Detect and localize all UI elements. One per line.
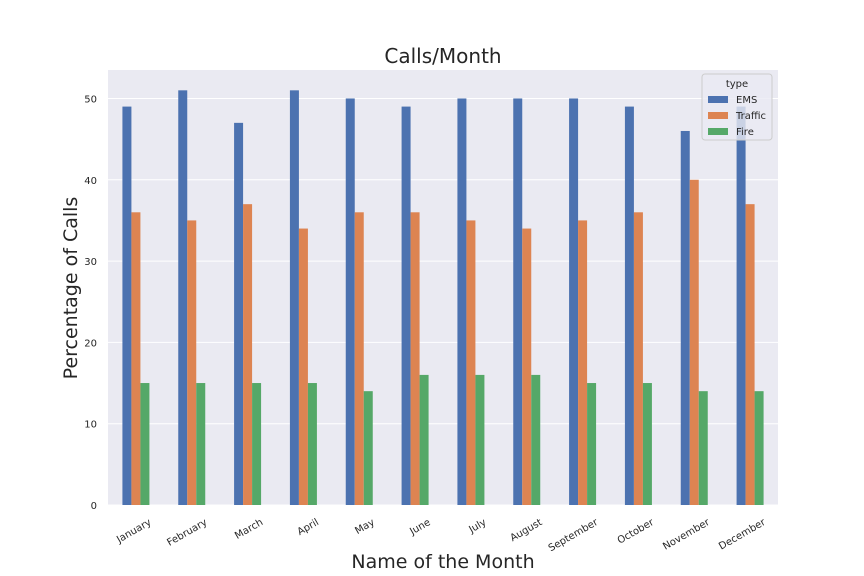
x-axis-label: Name of the Month (351, 551, 534, 573)
chart-title: Calls/Month (384, 44, 501, 68)
y-tick-label: 0 (91, 501, 97, 512)
bar-fire-august (531, 374, 541, 505)
bar-fire-february (196, 383, 206, 505)
y-tick-label: 20 (84, 338, 97, 349)
x-tick-label: September (547, 517, 601, 555)
bar-traffic-may (354, 212, 364, 505)
bar-fire-april (307, 383, 317, 505)
x-tick-label: March (233, 517, 265, 542)
y-tick-label: 30 (84, 257, 97, 268)
x-tick-label: February (165, 517, 209, 549)
bar-fire-july (475, 374, 485, 505)
legend-swatch-ems (708, 96, 728, 103)
y-axis-label: Percentage of Calls (60, 197, 82, 380)
y-tick-label: 40 (84, 176, 97, 187)
y-axis-ticks: 0 10 20 30 40 50 (84, 94, 97, 512)
bar-ems-april (289, 90, 299, 506)
bar-ems-september (569, 98, 579, 505)
bar-ems-may (345, 98, 355, 505)
bar-ems-june (401, 106, 411, 506)
legend-label-traffic: Traffic (735, 111, 766, 122)
bar-ems-october (624, 106, 634, 506)
bar-traffic-december (745, 204, 755, 505)
bar-traffic-february (187, 220, 197, 505)
y-tick-label: 10 (84, 420, 97, 431)
bar-traffic-november (689, 179, 699, 505)
bar-traffic-january (131, 212, 141, 505)
bar-fire-december (754, 391, 764, 505)
legend-swatch-fire (708, 128, 728, 135)
bar-ems-december (736, 106, 746, 506)
legend-label-fire: Fire (736, 127, 754, 138)
x-tick-label: August (508, 517, 544, 544)
bar-fire-september (587, 383, 597, 505)
legend-box (701, 73, 773, 141)
bar-ems-august (513, 98, 523, 505)
x-tick-label: July (466, 517, 488, 536)
bar-fire-june (419, 374, 429, 505)
bar-fire-may (363, 391, 373, 505)
bar-traffic-june (410, 212, 420, 505)
x-tick-label: December (717, 517, 768, 553)
x-tick-label: January (114, 517, 153, 546)
x-axis-ticks: January February March April May June July Augu… (114, 505, 768, 554)
gridlines (108, 97, 778, 506)
bar-fire-january (140, 383, 150, 505)
bars (122, 90, 764, 506)
bar-traffic-april (298, 228, 308, 506)
y-tick-label: 50 (84, 94, 97, 105)
bar-ems-january (122, 106, 132, 506)
x-tick-label: November (661, 517, 712, 553)
bar-traffic-july (466, 220, 476, 505)
bar-traffic-september (578, 220, 588, 505)
legend-title: type (726, 79, 748, 90)
bar-fire-march (252, 383, 262, 505)
x-tick-label: June (407, 517, 432, 538)
x-tick-label: April (296, 517, 321, 538)
bar-ems-november (680, 130, 690, 505)
x-tick-label: May (353, 517, 376, 537)
bar-ems-march (234, 122, 244, 505)
bar-traffic-march (243, 204, 253, 505)
bar-fire-october (642, 383, 652, 505)
x-tick-label: October (616, 517, 657, 547)
bar-ems-february (178, 90, 188, 506)
legend: type EMS Traffic Fire (701, 73, 773, 141)
plot-area (108, 70, 778, 505)
bar-traffic-august (522, 228, 532, 506)
bar-fire-november (698, 391, 708, 505)
legend-label-ems: EMS (736, 95, 757, 106)
bar-traffic-october (633, 212, 643, 505)
legend-swatch-traffic (708, 112, 728, 119)
bar-ems-july (457, 98, 467, 505)
